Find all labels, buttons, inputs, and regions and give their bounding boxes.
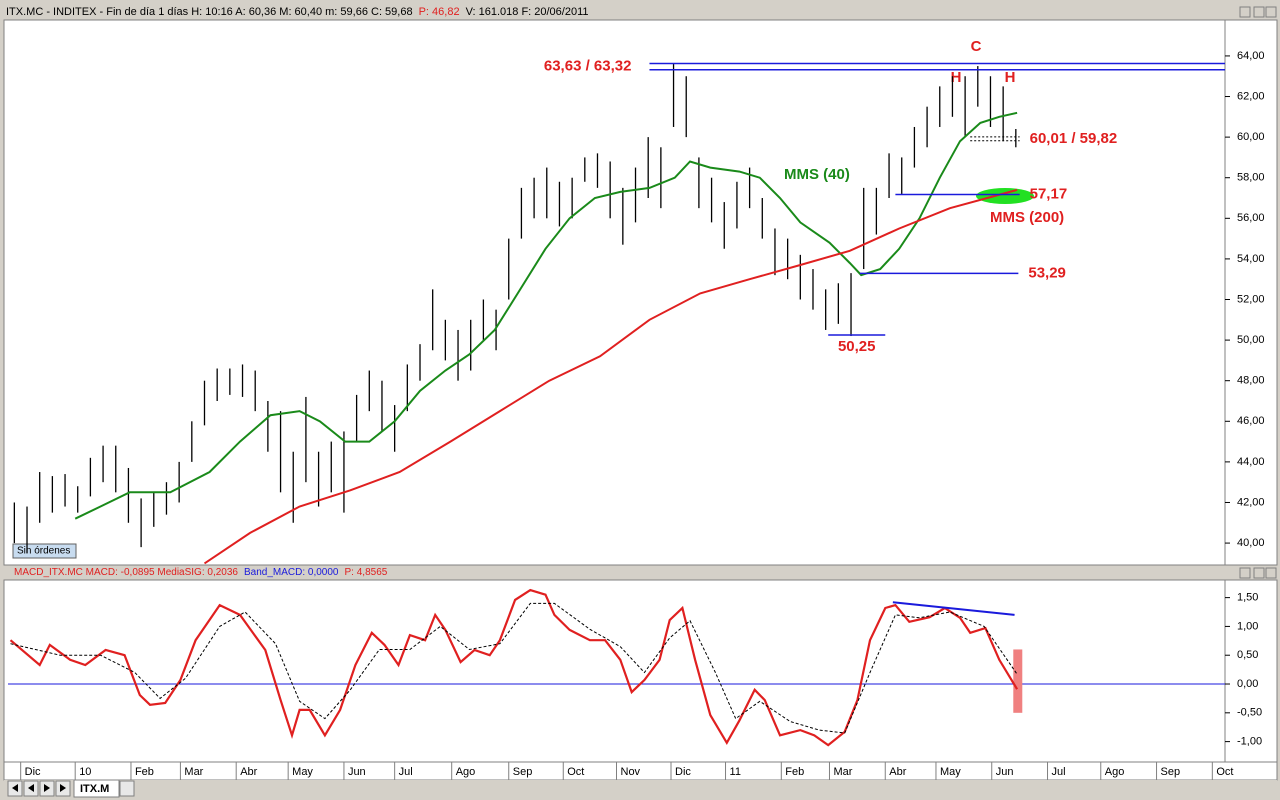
y-tick-label: 0,00 — [1237, 678, 1258, 690]
header-text: ITX.MC - INDITEX - Fin de día 1 días H: … — [6, 6, 413, 18]
x-tick-label: Ago — [1105, 766, 1125, 778]
y-tick-label: 40,00 — [1237, 537, 1265, 549]
x-tick-label: Jul — [399, 766, 413, 778]
x-tick-label: Mar — [184, 766, 203, 778]
x-tick-label: Oct — [1216, 766, 1233, 778]
x-tick-label: Dic — [675, 766, 691, 778]
annotation: C — [971, 38, 982, 55]
annotation: H — [951, 69, 962, 86]
level-label: 60,01 / 59,82 — [1030, 130, 1118, 147]
price-axis-area — [1224, 19, 1278, 566]
maximize-button[interactable] — [1253, 6, 1265, 18]
macd-header-text: Band_MACD: 0,0000 — [243, 567, 339, 578]
price-header: ITX.MC - INDITEX - Fin de día 1 días H: … — [6, 6, 589, 18]
series-label: MMS (200) — [990, 209, 1064, 226]
y-tick-label: -0,50 — [1237, 707, 1262, 719]
x-tick-label: Sep — [1161, 766, 1181, 778]
x-tick-label: Jul — [1052, 766, 1066, 778]
macd-panel — [3, 579, 1226, 763]
series-line — [10, 602, 1018, 734]
x-tick-label: Feb — [135, 766, 154, 778]
y-tick-label: 44,00 — [1237, 456, 1265, 468]
y-tick-label: 50,00 — [1237, 334, 1265, 346]
minimize-button[interactable] — [1239, 6, 1251, 18]
histogram-bar — [1013, 649, 1023, 713]
close-button[interactable] — [1265, 6, 1277, 18]
annotation: H — [1005, 69, 1016, 86]
x-tick-label: Dic — [25, 766, 41, 778]
y-tick-label: 54,00 — [1237, 253, 1265, 265]
y-tick-label: -1,00 — [1237, 736, 1262, 748]
orders-button-label: Sin órdenes — [17, 546, 70, 557]
tab-scroll[interactable] — [119, 780, 135, 797]
y-tick-label: 58,00 — [1237, 172, 1265, 184]
y-tick-label: 0,50 — [1237, 649, 1258, 661]
scroll-arrows — [12, 784, 66, 792]
series-line — [74, 111, 1018, 520]
orders-button[interactable] — [12, 543, 77, 559]
y-tick-label: 46,00 — [1237, 415, 1265, 427]
y-tick-label: 56,00 — [1237, 212, 1265, 224]
x-tick-label: Abr — [889, 766, 906, 778]
x-tick-label: Ago — [456, 766, 476, 778]
x-tick-label: Feb — [785, 766, 804, 778]
scrollbar — [4, 780, 1277, 798]
level-label: 57,17 — [1030, 186, 1068, 203]
macd-axis-area — [1224, 579, 1278, 763]
close-button[interactable] — [1265, 567, 1277, 579]
minimize-button[interactable] — [1239, 567, 1251, 579]
x-tick-label: May — [292, 766, 313, 778]
level-label: 63,63 / 63,32 — [544, 58, 632, 75]
x-tick-label: Sep — [513, 766, 533, 778]
header-text: P: 46,82 — [418, 6, 460, 18]
series-line — [203, 188, 1018, 565]
y-tick-label: 42,00 — [1237, 496, 1265, 508]
macd-header-text: P: 4,8565 — [344, 567, 388, 578]
symbol-tab-label: ITX.M — [80, 783, 109, 795]
series-line — [9, 588, 1019, 747]
macd-header: MACD_ITX.MC MACD: -0,0895 MediaSIG: 0,20… — [14, 567, 387, 578]
y-tick-label: 1,00 — [1237, 620, 1258, 632]
symbol-tab[interactable] — [73, 779, 120, 798]
series-label: MMS (40) — [784, 166, 850, 183]
x-tick-label: 11 — [730, 766, 741, 778]
highlight-ellipse — [976, 188, 1034, 204]
x-tick-label: Jun — [996, 766, 1014, 778]
trend-line — [892, 601, 1015, 616]
level-label: 53,29 — [1028, 264, 1066, 281]
y-tick-label: 52,00 — [1237, 293, 1265, 305]
x-tick-label: Jun — [348, 766, 366, 778]
x-tick-label: Abr — [240, 766, 257, 778]
x-tick-label: Oct — [567, 766, 584, 778]
x-tick-label: May — [940, 766, 961, 778]
x-tick-label: Mar — [833, 766, 852, 778]
y-tick-label: 48,00 — [1237, 375, 1265, 387]
level-label: 50,25 — [838, 338, 876, 355]
x-tick-label: 10 — [79, 766, 91, 778]
maximize-button[interactable] — [1253, 567, 1265, 579]
y-tick-label: 1,50 — [1237, 592, 1258, 604]
y-tick-label: 60,00 — [1237, 131, 1265, 143]
macd-header-text: MACD_ITX.MC MACD: -0,0895 MediaSIG: 0,20… — [14, 567, 238, 578]
y-tick-label: 62,00 — [1237, 90, 1265, 102]
x-tick-label: Nov — [621, 766, 641, 778]
y-tick-label: 64,00 — [1237, 50, 1265, 62]
header-text: V: 161.018 F: 20/06/2011 — [465, 6, 589, 18]
